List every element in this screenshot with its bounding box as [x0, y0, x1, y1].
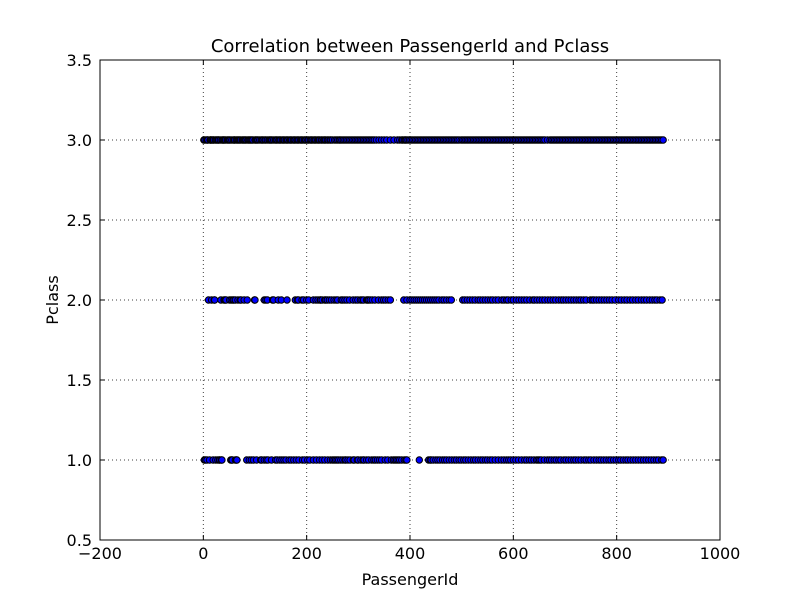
data-point: [283, 296, 291, 304]
data-point: [659, 456, 667, 464]
y-tick-label: 1.5: [67, 371, 92, 390]
data-point: [218, 456, 226, 464]
x-tick-label: 0: [198, 544, 208, 563]
axis-ticks: −200 0 200 400 600 800 1000 0.5 1.0 1.5 2.0 2.5 3.0 3…: [67, 51, 741, 563]
data-point: [386, 296, 395, 304]
y-axis-label: Pclass: [43, 275, 62, 324]
data-points: [200, 136, 667, 464]
data-point: [658, 296, 666, 304]
data-point: [447, 296, 456, 304]
x-tick-label: 400: [395, 544, 426, 563]
data-point: [233, 456, 241, 464]
y-tick-label: 2.0: [67, 291, 92, 310]
x-tick-label: 600: [498, 544, 529, 563]
x-axis-label: PassengerId: [362, 570, 459, 589]
data-point: [243, 296, 251, 304]
data-point: [211, 296, 219, 304]
data-point: [659, 136, 667, 144]
data-point: [415, 456, 423, 464]
y-tick-label: 0.5: [67, 531, 92, 550]
x-tick-label: −200: [78, 544, 122, 563]
x-tick-label: 200: [291, 544, 322, 563]
y-tick-label: 2.5: [67, 211, 92, 230]
data-point: [251, 296, 259, 304]
x-tick-label: 1000: [700, 544, 741, 563]
x-tick-label: 800: [601, 544, 632, 563]
y-tick-label: 1.0: [67, 451, 92, 470]
y-tick-label: 3.0: [67, 131, 92, 150]
y-tick-label: 3.5: [67, 51, 92, 70]
chart-title: Correlation between PassengerId and Pcla…: [211, 36, 609, 57]
data-point: [403, 456, 411, 464]
